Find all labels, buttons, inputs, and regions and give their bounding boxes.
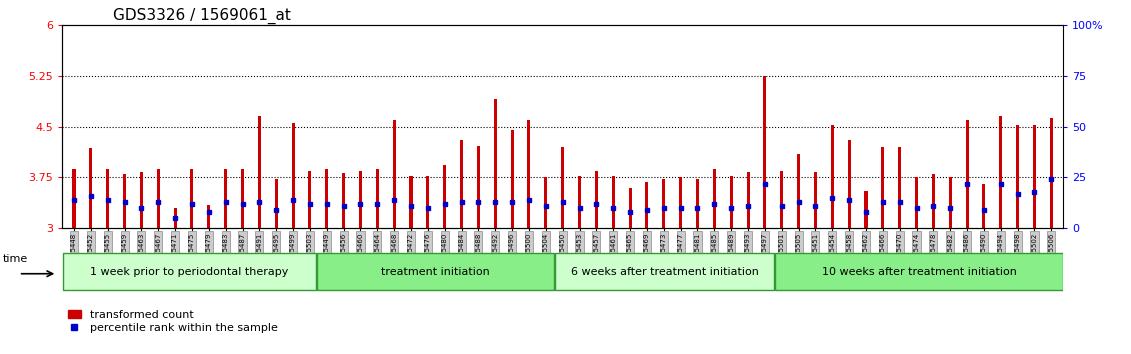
Bar [224, 169, 227, 228]
Bar [460, 140, 463, 228]
Bar [426, 176, 430, 228]
Bar [510, 130, 513, 228]
Bar [1033, 125, 1036, 228]
Bar [629, 188, 631, 228]
Bar [881, 147, 884, 228]
Bar [612, 176, 615, 228]
Bar [847, 140, 851, 228]
Text: treatment initiation: treatment initiation [381, 267, 490, 277]
Bar [763, 76, 767, 228]
Text: 1 week prior to periodontal therapy: 1 week prior to periodontal therapy [90, 267, 288, 277]
Bar [241, 169, 244, 228]
Bar [72, 169, 76, 228]
Text: GDS3326 / 1569061_at: GDS3326 / 1569061_at [113, 7, 291, 24]
Text: 10 weeks after treatment initiation: 10 weeks after treatment initiation [821, 267, 1017, 277]
Bar [375, 169, 379, 228]
Bar [409, 176, 413, 228]
Bar [494, 99, 497, 228]
Bar [544, 177, 547, 228]
Bar [646, 182, 648, 228]
Bar [106, 169, 110, 228]
Bar [775, 253, 1063, 290]
Bar [831, 125, 834, 228]
Bar [932, 174, 935, 228]
Bar [1016, 125, 1019, 228]
Bar [983, 184, 985, 228]
Bar [746, 172, 750, 228]
Bar [62, 253, 317, 290]
Legend: transformed count, percentile rank within the sample: transformed count, percentile rank withi… [68, 310, 278, 333]
Bar [898, 147, 901, 228]
Bar [561, 147, 564, 228]
Bar [814, 172, 817, 228]
Bar [578, 176, 581, 228]
Bar [1050, 118, 1053, 228]
Bar [915, 177, 918, 228]
Bar [326, 169, 328, 228]
Bar [392, 120, 396, 228]
Bar [207, 205, 210, 228]
Bar [173, 208, 176, 228]
Bar [309, 171, 311, 228]
Bar [292, 123, 294, 228]
Bar [527, 120, 530, 228]
Bar [317, 253, 554, 290]
Bar [123, 174, 126, 228]
Bar [864, 191, 867, 228]
Bar [797, 154, 800, 228]
Text: 6 weeks after treatment initiation: 6 weeks after treatment initiation [570, 267, 759, 277]
Bar [190, 169, 193, 228]
Bar [443, 165, 447, 228]
Bar [696, 179, 699, 228]
Bar [780, 171, 784, 228]
Bar [966, 120, 968, 228]
Bar [1000, 116, 1002, 228]
Bar [595, 171, 598, 228]
Bar [157, 169, 159, 228]
Bar [342, 173, 345, 228]
Bar [275, 179, 278, 228]
Bar [713, 169, 716, 228]
Bar [359, 171, 362, 228]
Bar [554, 253, 775, 290]
Bar [949, 177, 952, 228]
Bar [89, 148, 93, 228]
Bar [477, 145, 480, 228]
Bar [729, 176, 733, 228]
Bar [679, 177, 682, 228]
Bar [140, 172, 143, 228]
Bar [258, 116, 261, 228]
Text: time: time [3, 253, 28, 263]
Bar [663, 179, 665, 228]
